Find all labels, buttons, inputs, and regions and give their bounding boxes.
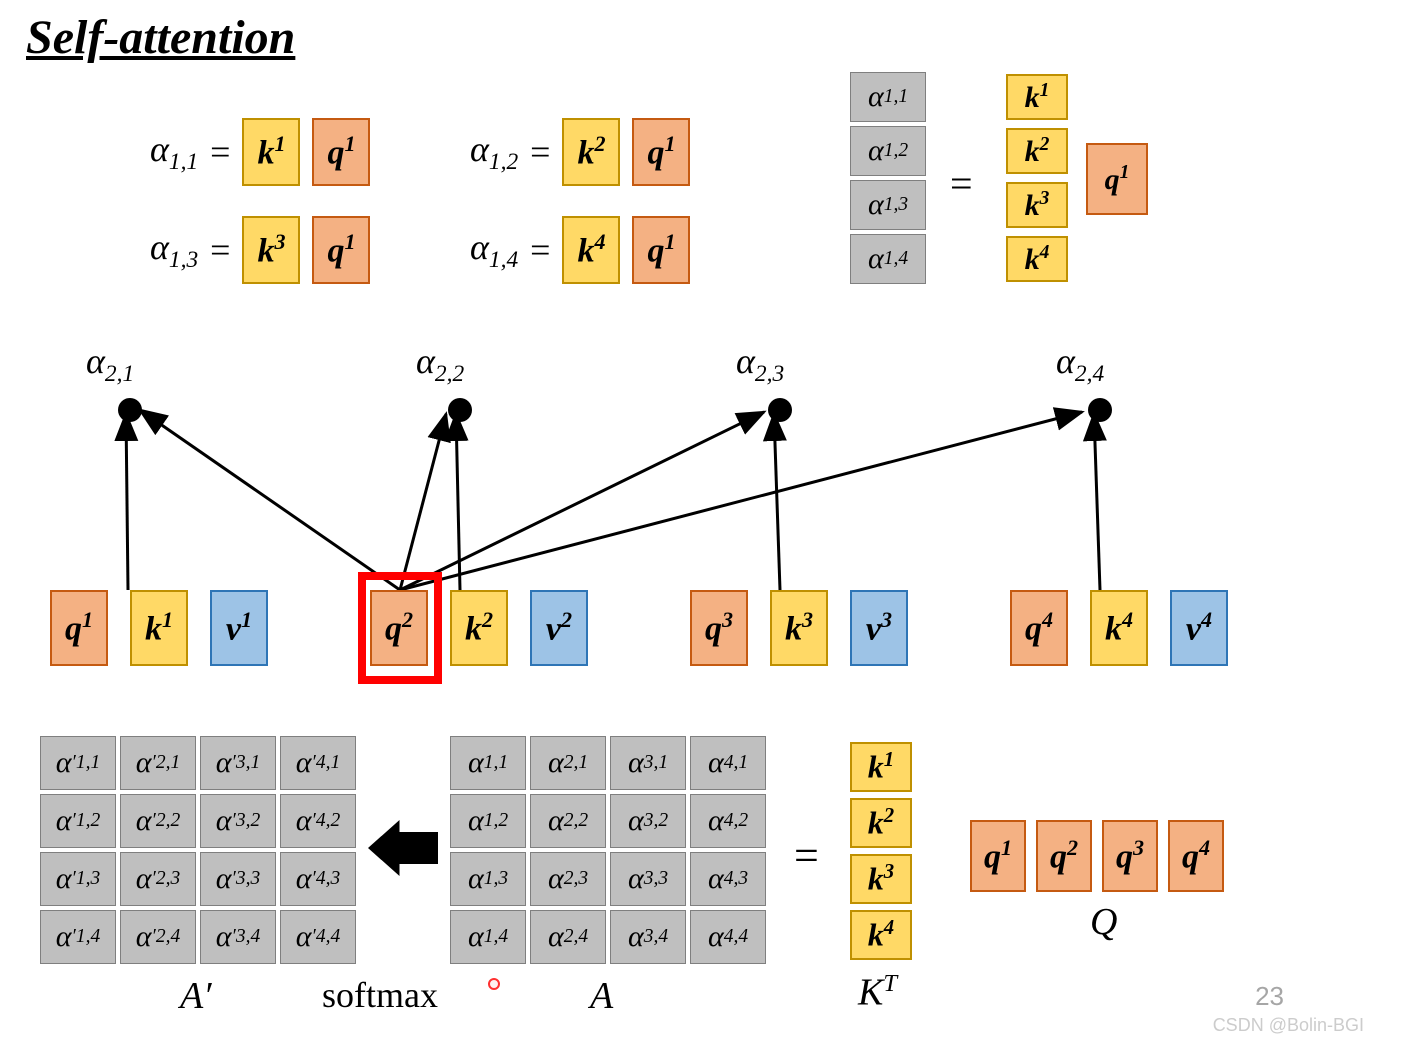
k-box: k2 <box>562 118 620 186</box>
q-box: q1 <box>312 216 370 284</box>
matrix-cell: α2,2 <box>530 794 606 848</box>
equation-alpha-1-1: α1,1=k1q1 <box>150 118 370 186</box>
alpha-label-2-2: α2,2 <box>416 340 464 388</box>
matrix-label: A <box>590 974 613 1018</box>
alpha-cell-1-3: α1,3 <box>850 180 926 230</box>
q-vector-1: q1 <box>50 590 108 666</box>
kt-k-4: k4 <box>850 910 912 960</box>
matrix-cell: α4,3 <box>690 852 766 906</box>
alpha-label-2-3: α2,3 <box>736 340 784 388</box>
q-matrix-label: Q <box>1090 900 1117 944</box>
k-vector-3: k3 <box>770 590 828 666</box>
equation-alpha-1-4: α1,4=k4q1 <box>470 216 690 284</box>
matrix-cell: α′3,2 <box>200 794 276 848</box>
k-vector-4: k4 <box>1090 590 1148 666</box>
k-box: k4 <box>562 216 620 284</box>
q-vector-3: q3 <box>690 590 748 666</box>
matrix-cell: α1,1 <box>450 736 526 790</box>
matrix-cell: α3,3 <box>610 852 686 906</box>
matrix-cell: α′4,4 <box>280 910 356 964</box>
alpha-label-2-1: α2,1 <box>86 340 134 388</box>
matrix-cell: α2,1 <box>530 736 606 790</box>
k-box: k3 <box>242 216 300 284</box>
equation-alpha-1-3: α1,3=k3q1 <box>150 216 370 284</box>
matrix-cell: α′4,1 <box>280 736 356 790</box>
q-matrix-q-4: q4 <box>1168 820 1224 892</box>
matrix-cell: α4,1 <box>690 736 766 790</box>
title-text: Self-attention <box>26 11 295 64</box>
pointer-dot-icon <box>488 978 500 990</box>
matrix-cell: α′2,3 <box>120 852 196 906</box>
equals-sign: = <box>794 830 819 881</box>
equation-alpha-1-2: α1,2=k2q1 <box>470 118 690 186</box>
attention-dot-4 <box>1088 398 1112 422</box>
k-box: k1 <box>242 118 300 186</box>
matrix-cell: α1,4 <box>450 910 526 964</box>
q-box: q1 <box>632 118 690 186</box>
q-matrix-q-3: q3 <box>1102 820 1158 892</box>
q-matrix-q-1: q1 <box>970 820 1026 892</box>
k-vector-2: k2 <box>450 590 508 666</box>
page-number: 23 <box>1255 981 1284 1012</box>
matrix-cell: α1,3 <box>450 852 526 906</box>
matrix-cell: α3,2 <box>610 794 686 848</box>
matrix-cell: α′4,3 <box>280 852 356 906</box>
matrix-cell: α′1,2 <box>40 794 116 848</box>
matrix-cell: α′1,3 <box>40 852 116 906</box>
matrix-cell: α′4,2 <box>280 794 356 848</box>
matrix-cell: α′1,4 <box>40 910 116 964</box>
matrix-cell: α′3,3 <box>200 852 276 906</box>
k-box-4: k4 <box>1006 236 1068 282</box>
slide-title: Self-attention <box>26 10 295 65</box>
v-vector-1: v1 <box>210 590 268 666</box>
matrix-cell: α3,4 <box>610 910 686 964</box>
q2-highlight-frame <box>358 572 442 684</box>
matrix-cell: α1,2 <box>450 794 526 848</box>
q-vector-4: q4 <box>1010 590 1068 666</box>
matrix-cell: α′2,1 <box>120 736 196 790</box>
alpha-cell-1-1: α1,1 <box>850 72 926 122</box>
matrix-cell: α2,4 <box>530 910 606 964</box>
matrix-cell: α4,4 <box>690 910 766 964</box>
alpha-cell-1-4: α1,4 <box>850 234 926 284</box>
matrix-label: A′ <box>180 974 212 1018</box>
alpha-cell-1-2: α1,2 <box>850 126 926 176</box>
k-box-2: k2 <box>1006 128 1068 174</box>
matrix-cell: α2,3 <box>530 852 606 906</box>
attention-dot-3 <box>768 398 792 422</box>
attention-dot-1 <box>118 398 142 422</box>
v-vector-2: v2 <box>530 590 588 666</box>
matrix-cell: α4,2 <box>690 794 766 848</box>
matrix-cell: α′3,4 <box>200 910 276 964</box>
k-box-1: k1 <box>1006 74 1068 120</box>
q-box: q1 <box>312 118 370 186</box>
attention-dot-2 <box>448 398 472 422</box>
kt-k-2: k2 <box>850 798 912 848</box>
matrix-cell: α′2,2 <box>120 794 196 848</box>
softmax-arrow-icon <box>368 820 438 876</box>
kt-k-1: k1 <box>850 742 912 792</box>
q-matrix-q-2: q2 <box>1036 820 1092 892</box>
alpha-label-2-4: α2,4 <box>1056 340 1104 388</box>
q-box: q1 <box>632 216 690 284</box>
kt-label: KT <box>858 970 897 1015</box>
matrix-cell: α′2,4 <box>120 910 196 964</box>
softmax-label: softmax <box>322 974 438 1016</box>
matrix-cell: α3,1 <box>610 736 686 790</box>
k-box-3: k3 <box>1006 182 1068 228</box>
equals-sign: = <box>950 160 973 207</box>
q-box-1: q1 <box>1086 143 1148 215</box>
v-vector-3: v3 <box>850 590 908 666</box>
matrix-cell: α′3,1 <box>200 736 276 790</box>
k-vector-1: k1 <box>130 590 188 666</box>
matrix-cell: α′1,1 <box>40 736 116 790</box>
v-vector-4: v4 <box>1170 590 1228 666</box>
watermark-text: CSDN @Bolin-BGI <box>1213 1015 1364 1036</box>
kt-k-3: k3 <box>850 854 912 904</box>
